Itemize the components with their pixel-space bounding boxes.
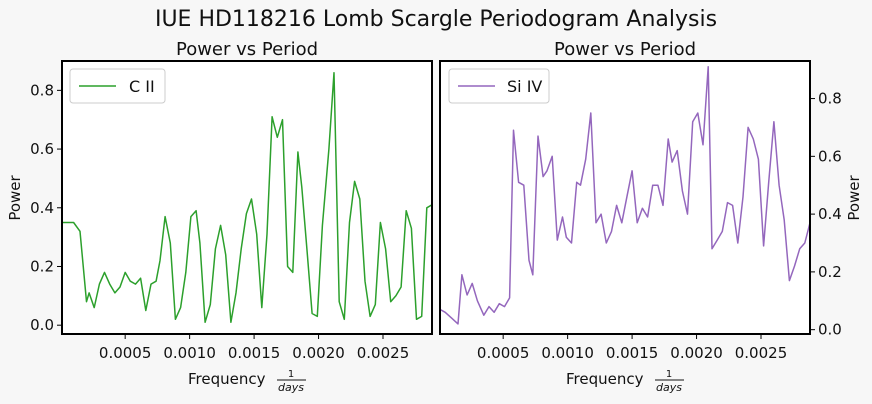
y-tick-label: 0.4	[818, 205, 842, 223]
y-tick-label: 0.4	[30, 199, 54, 217]
y-tick-label: 0.6	[30, 140, 54, 158]
x-tick-label: 0.0015	[606, 344, 659, 362]
chart-left: Power vs Period 0.0005 0.0010 0.0015 0.0020…	[6, 39, 433, 394]
chart-left-title: Power vs Period	[176, 39, 318, 60]
y-tick-label: 0.2	[30, 257, 54, 275]
chart-left-xlabel-text: Frequency	[188, 370, 266, 388]
x-tick-label: 0.0005	[99, 344, 152, 362]
figure-suptitle: IUE HD118216 Lomb Scargle Periodogram An…	[155, 7, 717, 32]
chart-right-xlabel-text: Frequency	[566, 370, 644, 388]
legend-label-si-iv: Si IV	[507, 77, 542, 96]
chart-left-xlabel-frac-den: days	[278, 381, 304, 394]
plot-area-background	[62, 61, 432, 334]
chart-left-ylabel: Power	[6, 174, 24, 220]
chart-right-xlabel-frac-num: 1	[666, 369, 672, 380]
chart-right-plot: 0.0005 0.0010 0.0015 0.0020 0.0025 0.0 0.2 0.4 0…	[439, 60, 842, 362]
y-tick-label: 0.8	[30, 81, 54, 99]
plot-frame	[61, 60, 433, 335]
chart-right-xlabel-frac-den: days	[656, 381, 682, 394]
chart-right-legend: Si IV	[448, 68, 550, 104]
chart-left-plot: 0.0005 0.0010 0.0015 0.0020 0.0025 0.0 0.2 0.4 0…	[30, 60, 433, 362]
x-tick-label: 0.0025	[735, 344, 788, 362]
chart-right: Power vs Period 0.0005 0.0010 0.0015 0.0020…	[439, 39, 863, 394]
y-tick-label: 0.6	[818, 147, 842, 165]
chart-right-title: Power vs Period	[554, 39, 696, 60]
x-tick-label: 0.0020	[292, 344, 345, 362]
legend-box	[69, 68, 166, 104]
x-tick-label: 0.0025	[357, 344, 410, 362]
x-tick-label: 0.0010	[163, 344, 216, 362]
x-tick-label: 0.0010	[541, 344, 594, 362]
plot-area-background	[440, 61, 810, 334]
chart-right-ylabel: Power	[845, 174, 863, 220]
series-line-c-ii	[62, 71, 432, 324]
chart-right-xlabel: Frequency 1 days	[566, 369, 684, 394]
x-tick-label: 0.0005	[477, 344, 530, 362]
y-tick-label: 0.0	[818, 321, 842, 339]
chart-left-xlabel: Frequency 1 days	[188, 369, 306, 394]
y-tick-label: 0.0	[30, 316, 54, 334]
chart-left-xlabel-frac-num: 1	[288, 369, 294, 380]
legend-label-c-ii: C II	[129, 77, 155, 96]
plot-frame	[439, 60, 811, 335]
series-line-si-iv	[440, 66, 810, 325]
x-tick-label: 0.0020	[670, 344, 723, 362]
legend-box	[448, 68, 550, 104]
x-tick-label: 0.0015	[228, 344, 281, 362]
y-tick-label: 0.2	[818, 263, 842, 281]
chart-left-legend: C II	[69, 68, 166, 104]
y-tick-label: 0.8	[818, 90, 842, 108]
